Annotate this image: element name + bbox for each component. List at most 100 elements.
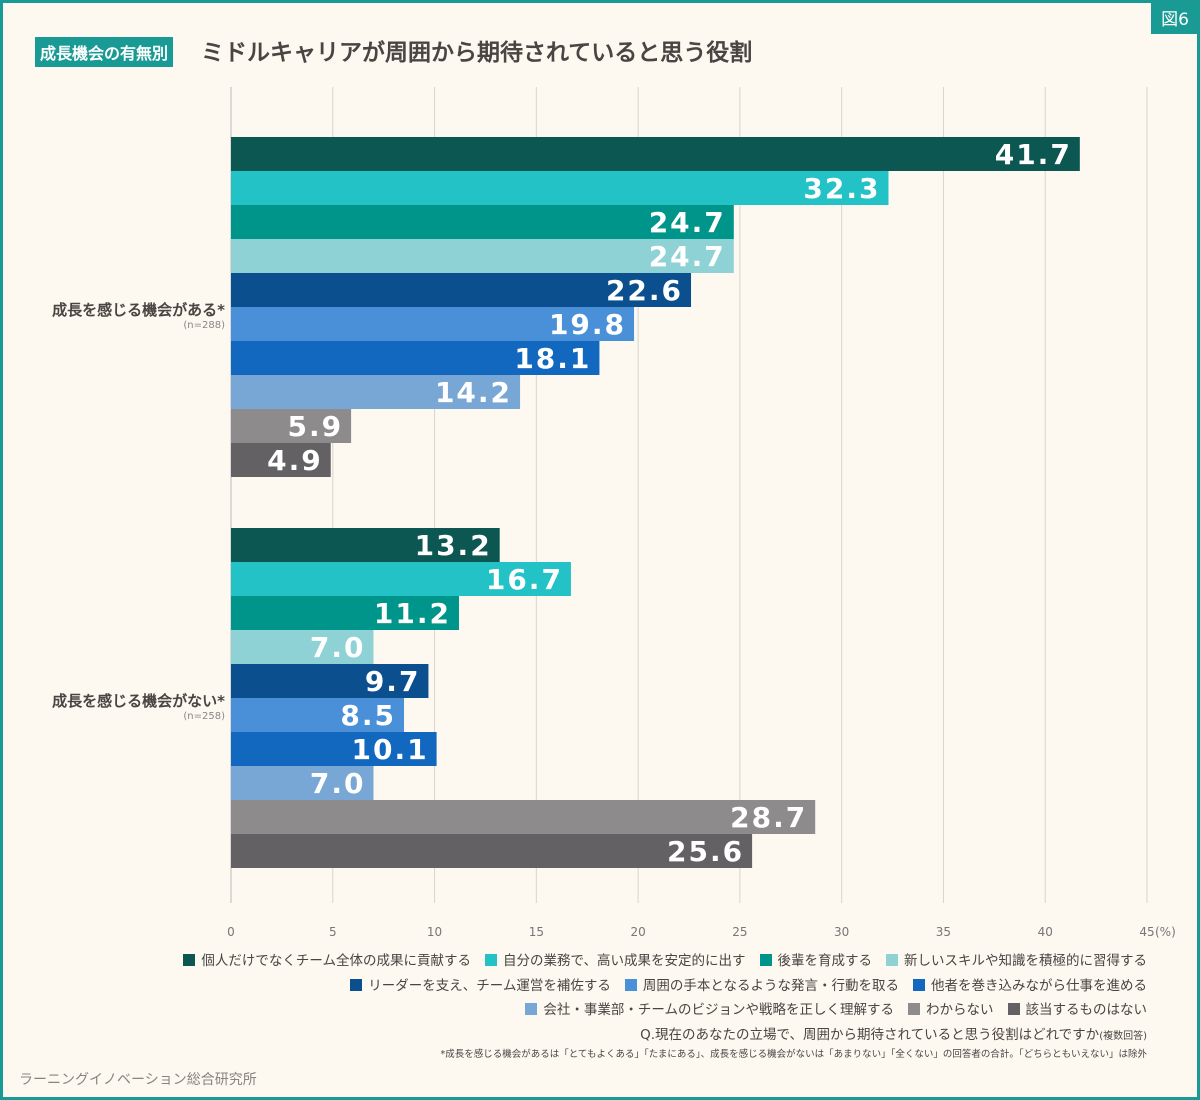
legend-swatch <box>913 978 925 991</box>
x-tick-label: 15 <box>529 925 544 939</box>
group-label: 成長を感じる機会がある* <box>52 301 225 319</box>
footnote: *成長を感じる機会があるは「とてもよくある」「たまにある」、成長を感じる機会がな… <box>440 1049 1147 1060</box>
x-tick-label: 20 <box>630 925 645 939</box>
bar-value-label: 8.5 <box>340 699 396 732</box>
bar <box>231 528 500 562</box>
bar-value-label: 32.3 <box>803 172 880 205</box>
legend-swatch <box>908 1003 920 1015</box>
x-tick-label: 45 <box>1139 925 1154 939</box>
bar <box>231 732 437 766</box>
legend-swatch <box>1007 1003 1020 1015</box>
bar <box>231 443 331 477</box>
bar <box>231 341 600 375</box>
bar-value-label: 10.1 <box>351 733 428 766</box>
legend-label: わからない <box>926 1002 994 1018</box>
bar <box>231 307 635 341</box>
title-badge: 成長機会の有無別 <box>35 37 174 67</box>
bar <box>231 205 734 239</box>
bar <box>231 239 734 273</box>
legend-row: 個人だけでなくチーム全体の成果に貢献する 自分の業務で、高い成果を安定的に出す 後輩… <box>117 949 1147 974</box>
legend-item: リーダーを支え、チーム運営を補佐する <box>350 974 611 999</box>
question: Q.現在のあなたの立場で、周囲から期待されていると思う役割はどれですか <box>640 1027 1100 1043</box>
bar <box>231 834 753 868</box>
legend-item: 自分の業務で、高い成果を安定的に出す <box>485 949 746 974</box>
bar-value-label: 22.6 <box>606 274 683 307</box>
legend-label: リーダーを支え、チーム運営を補佐する <box>368 977 611 994</box>
bar <box>231 766 374 800</box>
figure-tag: 図6 <box>1151 3 1197 34</box>
legend-item: わからない <box>908 998 994 1023</box>
legend-swatch <box>886 954 898 966</box>
bar-value-label: 9.7 <box>365 665 421 698</box>
bar-value-label: 25.6 <box>667 835 744 868</box>
group-label-with-growth: 成長を感じる機会がある* (n=288) <box>52 299 225 331</box>
legend-swatch <box>350 978 363 991</box>
group-n: (n=288) <box>183 320 225 331</box>
x-unit-label: (%) <box>1155 925 1176 939</box>
organization-credit: ラーニングイノベーション総合研究所 <box>19 1072 257 1088</box>
legend-row: 会社・事業部・チームのビジョンや戦略を正しく理解する わからない 該当するものはない <box>117 998 1147 1023</box>
legend-item: 他者を巻き込みながら仕事を進める <box>913 974 1147 999</box>
bar-value-label: 16.7 <box>486 563 563 596</box>
bar <box>231 800 816 834</box>
group-n: (n=258) <box>183 711 225 722</box>
legend-swatch <box>624 978 637 991</box>
bar-value-label: 41.7 <box>995 138 1072 171</box>
legend-swatch <box>525 1003 538 1015</box>
legend-label: 個人だけでなくチーム全体の成果に貢献する <box>201 953 472 969</box>
legend-label: 周囲の手本となるような発言・行動を取る <box>642 977 899 994</box>
bar-value-label: 19.8 <box>549 308 626 341</box>
legend-swatch <box>183 954 196 966</box>
bar <box>231 596 459 630</box>
bar-value-label: 28.7 <box>730 801 807 834</box>
bar <box>231 375 521 409</box>
legend-label: 新しいスキルや知識を積極的に習得する <box>904 953 1147 969</box>
bar-value-label: 24.7 <box>649 240 726 273</box>
question-text: Q.現在のあなたの立場で、周囲から期待されていると思う役割はどれですか(複数回答… <box>640 1023 1147 1043</box>
bar-value-label: 24.7 <box>649 206 726 239</box>
bar-value-label: 11.2 <box>374 597 451 630</box>
legend-item: 個人だけでなくチーム全体の成果に貢献する <box>183 949 471 974</box>
legend-label: 他者を巻き込みながら仕事を進める <box>931 977 1147 994</box>
legend-item: 該当するものはない <box>1007 998 1148 1023</box>
question-note: (複数回答) <box>1099 1031 1147 1042</box>
bar-value-label: 14.2 <box>435 376 512 409</box>
bar-value-label: 7.0 <box>310 631 366 664</box>
x-tick-label: 35 <box>936 925 951 939</box>
legend-item: 新しいスキルや知識を積極的に習得する <box>886 949 1147 974</box>
x-tick-label: 30 <box>834 925 849 939</box>
bar-value-label: 13.2 <box>415 529 492 562</box>
bar <box>231 273 692 307</box>
legend-label: 該当するものはない <box>1025 1002 1148 1018</box>
legend: 個人だけでなくチーム全体の成果に貢献する 自分の業務で、高い成果を安定的に出す 後輩… <box>117 949 1147 1023</box>
bar <box>231 171 889 205</box>
bar-value-label: 4.9 <box>267 444 323 477</box>
legend-swatch <box>485 954 498 966</box>
bar-value-label: 18.1 <box>514 342 591 375</box>
x-tick-label: 40 <box>1038 925 1053 939</box>
legend-label: 会社・事業部・チームのビジョンや戦略を正しく理解する <box>543 1002 894 1018</box>
bar <box>231 562 571 596</box>
group-label-without-growth: 成長を感じる機会がない* (n=258) <box>52 690 225 722</box>
bar <box>231 409 352 443</box>
legend-item: 周囲の手本となるような発言・行動を取る <box>624 974 899 999</box>
bar <box>231 137 1080 171</box>
x-tick-label: 10 <box>427 925 442 939</box>
x-tick-label: 5 <box>329 925 337 939</box>
legend-label: 後輩を育成する <box>777 953 873 969</box>
legend-row: リーダーを支え、チーム運営を補佐する 周囲の手本となるような発言・行動を取る 他者を… <box>117 974 1147 999</box>
bar <box>231 698 405 732</box>
legend-item: 会社・事業部・チームのビジョンや戦略を正しく理解する <box>525 998 894 1023</box>
legend-swatch <box>759 954 772 966</box>
bar <box>231 664 429 698</box>
x-tick-label: 25 <box>732 925 747 939</box>
legend-item: 後輩を育成する <box>759 949 873 974</box>
bar-chart: 0 5 10 15 20 25 30 35 40 45 (%)41.732.324.724.722.… <box>227 87 1176 939</box>
bar <box>231 630 374 664</box>
bar-value-label: 5.9 <box>287 410 343 443</box>
legend-label: 自分の業務で、高い成果を安定的に出す <box>503 953 746 969</box>
x-tick-label: 0 <box>227 925 235 939</box>
chart-title: ミドルキャリアが周囲から期待されていると思う役割 <box>201 40 753 66</box>
bar-value-label: 7.0 <box>310 767 366 800</box>
